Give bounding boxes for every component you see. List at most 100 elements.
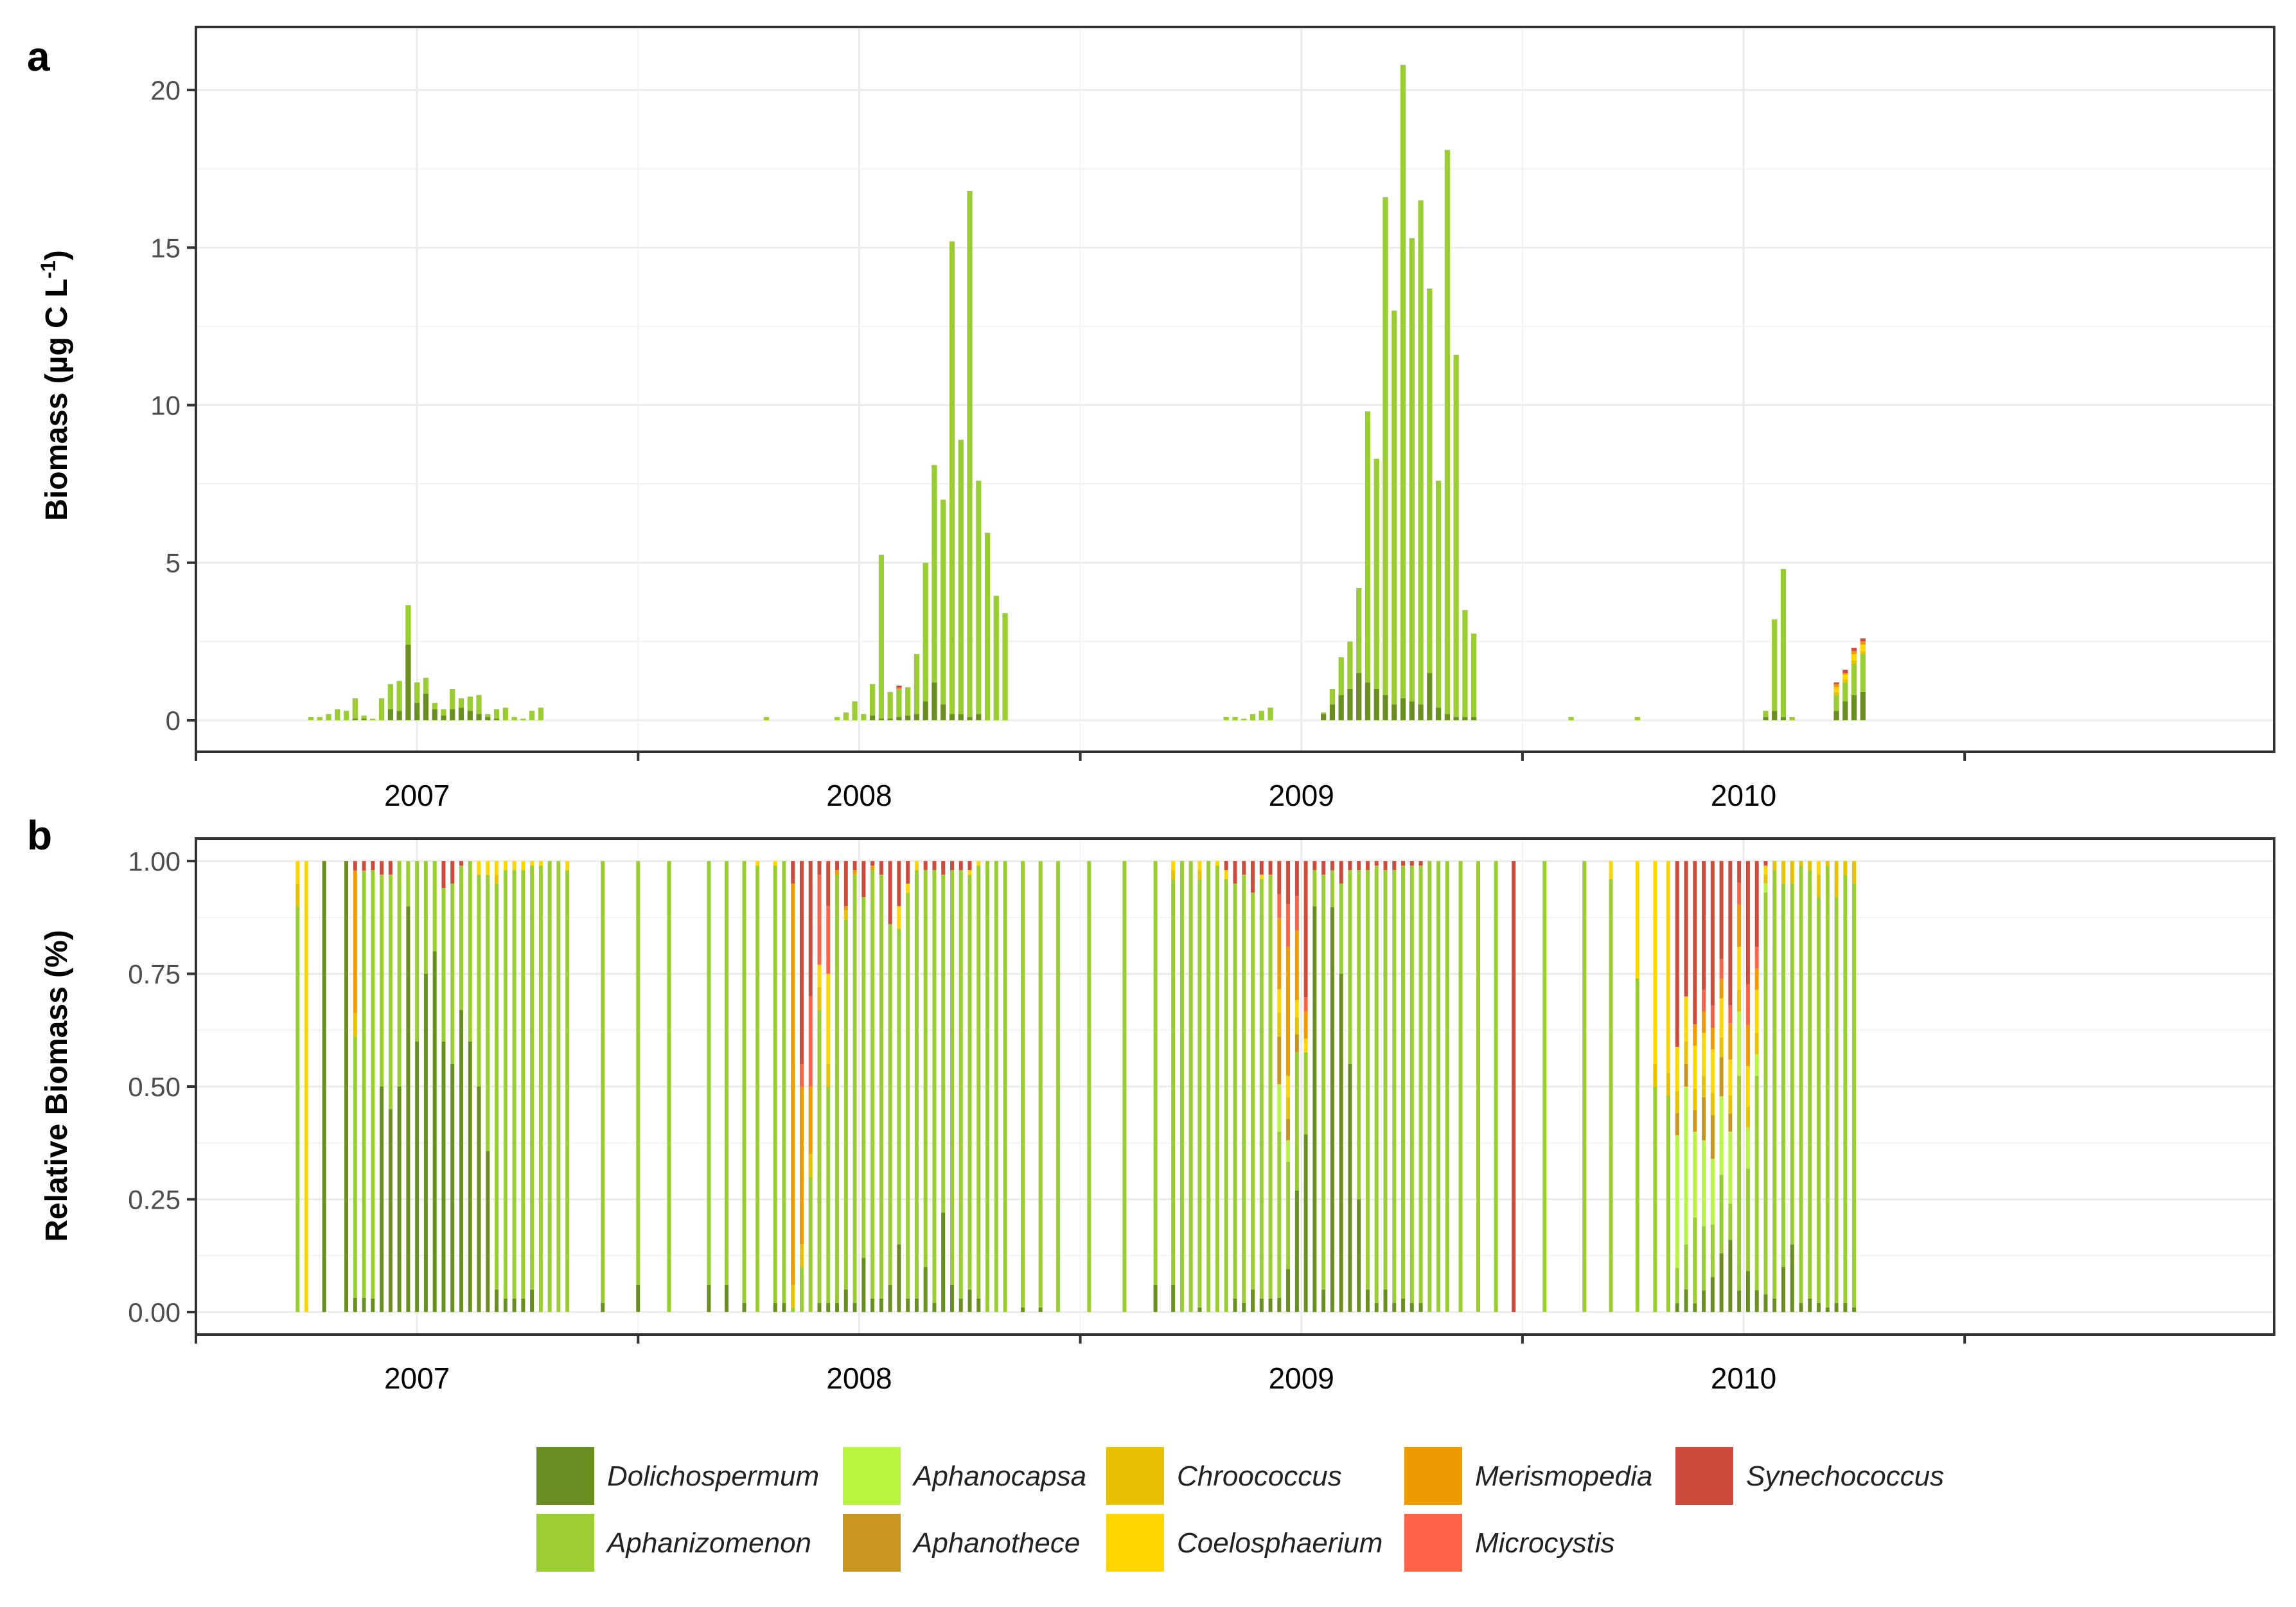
- bar-segment-dolichospermum: [896, 717, 902, 720]
- bar-segment-aphanizomenon: [326, 714, 331, 720]
- bar-segment-dolichospermum: [826, 1302, 831, 1312]
- legend-item-synechococcus: Synechococcus: [1675, 1447, 1944, 1505]
- bar-segment-aphanizomenon: [361, 715, 367, 719]
- y-tick-label: 0.25: [128, 1184, 181, 1214]
- bar-segment-aphanizomenon: [1373, 458, 1379, 689]
- bar-segment-synechococcus: [1294, 861, 1299, 896]
- bar-segment-aphanizomenon: [958, 439, 964, 715]
- bar-segment-aphanizomenon: [343, 711, 349, 720]
- bar-segment-coelosphaerium: [1675, 1047, 1679, 1091]
- bar-segment-dolichospermum: [817, 1302, 822, 1312]
- bar-segment-aphanizomenon: [1851, 663, 1857, 695]
- bar-segment-coelosphaerium: [1745, 1066, 1750, 1107]
- bar-segment-merismopedia: [1728, 1023, 1733, 1060]
- bar-segment-aphanizomenon: [791, 1307, 795, 1312]
- bar-segment-coelosphaerium: [1286, 1076, 1291, 1097]
- legend-swatch: [536, 1447, 594, 1505]
- bar-segment-aphanizomenon: [834, 717, 840, 720]
- bar-segment-chroococcus: [1294, 1017, 1299, 1035]
- bar-segment-aphanizomenon: [1458, 861, 1463, 1312]
- bar-segment-dolichospermum: [1373, 688, 1379, 720]
- bar-segment-aphanizomenon: [994, 861, 998, 1312]
- bar-segment-synechococcus: [896, 686, 902, 688]
- bar-segment-coelosphaerium: [826, 973, 831, 1064]
- bar-segment-synechococcus: [1684, 861, 1688, 997]
- bar-segment-chroococcus: [1675, 1090, 1679, 1114]
- bar-segment-aphanizomenon: [556, 861, 561, 1312]
- bar-segment-synechococcus: [923, 861, 928, 871]
- bar-segment-aphanizomenon: [1321, 712, 1327, 715]
- bar-segment-aphanizomenon: [879, 875, 883, 1299]
- bar-segment-aphanizomenon: [949, 241, 955, 715]
- bar-segment-coelosphaerium: [1860, 644, 1866, 652]
- legend-item-dolichospermum: Dolichospermum: [536, 1447, 819, 1505]
- bar-segment-dolichospermum: [441, 1041, 446, 1312]
- bar-segment-aphanizomenon: [1374, 866, 1379, 1303]
- bar-segment-synechococcus: [1409, 861, 1414, 866]
- bar-segment-dolichospermum: [361, 718, 367, 720]
- bar-segment-dolichospermum: [1303, 1134, 1308, 1312]
- bar-segment-aphanocapsa: [1728, 1132, 1733, 1204]
- bar-segment-chroococcus: [1728, 1096, 1733, 1114]
- bar-segment-coelosphaerium: [1197, 861, 1202, 871]
- bar-segment-dolichospermum: [897, 1244, 901, 1312]
- bar-segment-chroococcus: [1754, 1033, 1759, 1054]
- bar-segment-microcystis: [826, 906, 831, 974]
- bar-segment-dolichospermum: [1277, 1297, 1282, 1312]
- bar-segment-aphanizomenon: [1817, 897, 1821, 1303]
- bar-segment-coelosphaerium: [1710, 1049, 1715, 1094]
- bar-segment-aphanizomenon: [1790, 883, 1794, 1245]
- bar-segment-aphanizomenon: [1471, 634, 1477, 718]
- bar-segment-aphanizomenon: [495, 883, 499, 1290]
- bar-segment-dolichospermum: [1471, 717, 1477, 720]
- panel-a-gridlines: [196, 27, 2274, 752]
- bar-segment-dolichospermum: [450, 709, 455, 720]
- bar-segment-synechococcus: [1374, 861, 1379, 866]
- bar-segment-synechococcus: [932, 861, 937, 871]
- bar-segment-aphanothece: [1710, 1115, 1715, 1159]
- bar-segment-aphanizomenon: [1356, 587, 1362, 673]
- bar-segment-dolichospermum: [782, 1302, 786, 1312]
- panel-b-bars: [296, 861, 1857, 1312]
- bar-segment-chroococcus: [1860, 651, 1866, 654]
- bar-segment-dolichospermum: [1409, 701, 1415, 720]
- bar-segment-chroococcus: [1737, 990, 1742, 1012]
- bar-segment-aphanocapsa: [1702, 1140, 1706, 1227]
- bar-segment-coelosphaerium: [1817, 861, 1821, 875]
- bar-segment-microcystis: [1728, 1005, 1733, 1024]
- bar-segment-synechococcus: [1833, 682, 1839, 684]
- bar-segment-chroococcus: [1653, 1063, 1657, 1087]
- bar-segment-dolichospermum: [976, 1298, 981, 1312]
- bar-segment-coelosphaerium: [1763, 866, 1768, 875]
- bar-segment-dolichospermum: [1021, 1307, 1025, 1312]
- legend-label: Dolichospermum: [607, 1461, 819, 1492]
- bar-segment-aphanizomenon: [1427, 861, 1432, 1312]
- bar-segment-coelosphaerium: [1171, 861, 1176, 871]
- bar-segment-dolichospermum: [1710, 1277, 1715, 1312]
- bar-segment-dolichospermum: [1374, 1302, 1379, 1312]
- bar-segment-aphanocapsa: [1745, 1127, 1750, 1169]
- bar-segment-aphanocapsa: [1277, 1084, 1282, 1132]
- bar-segment-dolichospermum: [1834, 1302, 1839, 1312]
- x-tick-label: 2007: [384, 1362, 450, 1395]
- bar-segment-aphanizomenon: [1401, 866, 1406, 1299]
- panel-b: b 0.000.250.500.751.00 2007 2008 2009 2010 …: [27, 812, 2275, 1395]
- bar-segment-aphanizomenon: [414, 682, 420, 703]
- legend-label: Microcystis: [1475, 1527, 1615, 1559]
- bar-segment-dolichospermum: [958, 1298, 963, 1312]
- bar-segment-coelosphaerium: [1693, 1045, 1697, 1089]
- bar-segment-microcystis: [1710, 1005, 1715, 1028]
- bar-segment-aphanizomenon: [1693, 1217, 1697, 1304]
- bar-segment-dolichospermum: [344, 861, 349, 1312]
- legend-label: Aphanocapsa: [912, 1461, 1086, 1492]
- bar-segment-dolichospermum: [1251, 1289, 1255, 1312]
- panel-b-y-axis: 0.00 0.25 0.50 0.75 1.00: [128, 846, 196, 1327]
- bar-segment-aphanizomenon: [1684, 1244, 1688, 1290]
- bar-segment-merismopedia: [870, 866, 875, 871]
- bar-segment-coelosphaerium: [906, 883, 910, 893]
- bar-segment-merismopedia: [353, 870, 357, 1013]
- bar-segment-dolichospermum: [423, 973, 428, 1312]
- legend-swatch: [1404, 1447, 1462, 1505]
- bar-segment-coelosphaerium: [296, 861, 300, 884]
